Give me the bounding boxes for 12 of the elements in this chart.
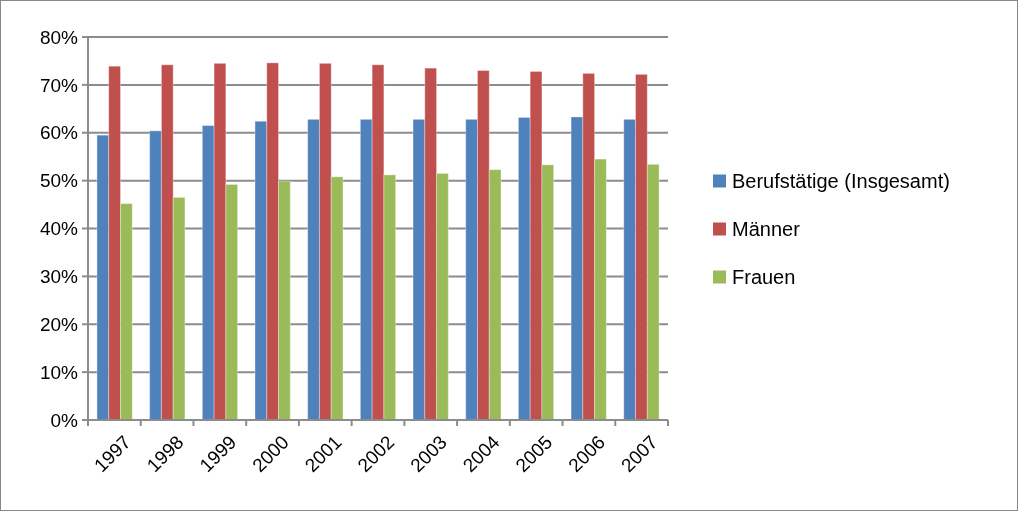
- legend-label: Männer: [732, 217, 801, 240]
- y-tick-label: 80%: [39, 26, 79, 48]
- y-tick-label: 10%: [39, 361, 79, 383]
- y-tick-label: 30%: [39, 266, 79, 288]
- y-tick-label: 40%: [39, 218, 79, 240]
- y-tick-label: 0%: [50, 409, 79, 431]
- legend-label: Berufstätige (Insgesamt): [732, 169, 950, 192]
- y-tick-label: 20%: [39, 313, 79, 335]
- y-tick-label: 50%: [39, 170, 79, 192]
- legend-label: Frauen: [732, 265, 796, 288]
- y-tick-label: 70%: [39, 74, 79, 96]
- y-tick-label: 60%: [39, 122, 79, 144]
